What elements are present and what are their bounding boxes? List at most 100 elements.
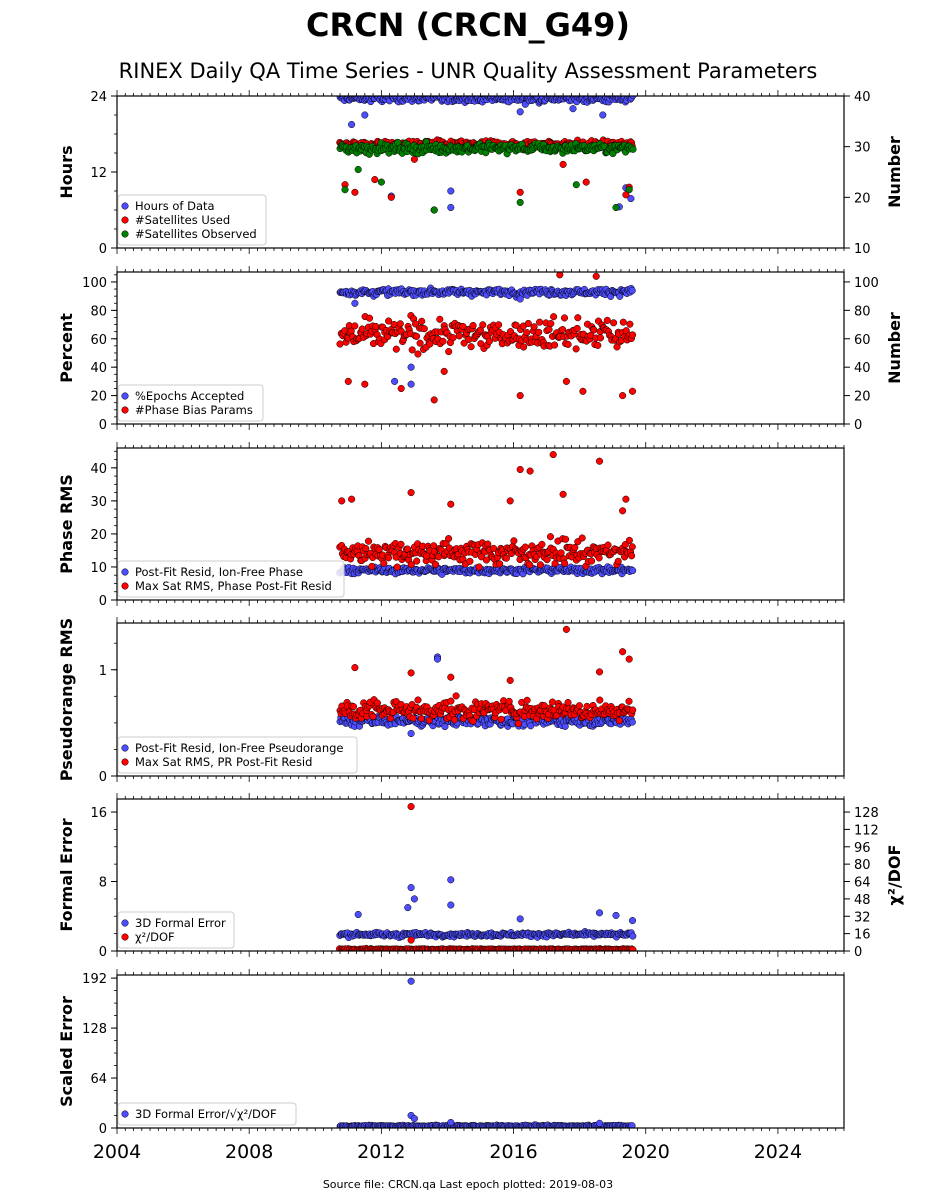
data-point-outlier [562,625,570,633]
y-tick-label: 100 [82,276,107,291]
data-point-outlier [348,495,356,503]
data-point [545,325,553,334]
data-point [466,557,474,565]
legend-marker [121,933,129,941]
data-point-outlier [628,387,637,395]
data-point [547,320,555,328]
legend-box [117,384,264,422]
y-tick-label: 0 [99,242,107,257]
series-1-points [336,876,637,942]
data-point-outlier [407,936,415,944]
panel-5: 0 8 16 0 16 32 48 64 80 96 112 128 Formal Error χ²/DO… [57,793,904,960]
data-point [546,533,555,541]
y-axis-label: Phase RMS [57,474,76,574]
data-point [408,346,416,354]
data-point-outlier [430,206,438,214]
series-1-points [336,284,636,388]
data-point [629,96,637,100]
data-point-outlier [562,377,570,385]
series-1-points [336,653,636,738]
data-point [426,340,434,348]
y-right-tick-label: 0 [854,945,862,960]
y-right-tick-label: 16 [854,928,871,943]
data-point-outlier [407,977,415,985]
data-point [521,543,529,551]
data-point-outlier [407,363,415,371]
data-point [548,698,557,706]
data-point [502,554,510,562]
data-point [572,345,580,353]
data-point-outlier [628,917,637,925]
legend-label: χ²/DOF [135,930,175,944]
data-point-outlier [377,178,385,186]
data-point [469,321,477,330]
y-right-tick-label: 128 [854,806,879,821]
data-point [436,315,444,323]
data-point [573,324,581,332]
y-tick-label: 24 [90,90,107,105]
legend-marker [121,744,129,752]
data-point-outlier [447,876,455,884]
data-point [416,339,424,347]
x-tick-label: 2016 [489,1141,537,1163]
legend-box [117,560,345,598]
data-point-outlier [582,178,590,186]
data-point-outlier [351,664,359,672]
data-point-outlier [549,451,557,459]
data-points [336,451,637,578]
data-point [560,314,569,322]
data-point [628,543,636,551]
data-points [336,977,636,1128]
data-point-outlier [407,489,415,497]
y-axis-label: Scaled Error [57,996,76,1107]
data-point-outlier [410,895,418,903]
data-points [336,272,637,404]
legend-box [117,194,267,246]
data-point [564,698,572,707]
data-point [557,549,565,557]
data-point-outlier [559,160,567,168]
data-point-outlier [627,195,635,203]
data-point [535,328,543,336]
data-point-outlier [351,188,359,196]
data-point [574,314,582,322]
data-point-outlier [516,915,524,923]
data-point-outlier [516,188,524,196]
data-point-outlier [516,295,524,303]
data-point [596,696,604,704]
data-point-outlier [622,495,630,503]
data-points [336,803,637,951]
y-tick-label: 10 [90,561,107,576]
data-point-outlier [619,507,627,515]
series-1-points [336,96,637,214]
data-point [497,715,505,723]
data-point [479,321,487,329]
x-tick-label: 2024 [754,1141,802,1163]
data-point [603,316,611,324]
y-right-tick-label: 20 [854,390,871,405]
y-tick-label: 80 [90,304,107,319]
footer-source: Source file: CRCN.qa Last epoch plotted:… [323,1178,613,1191]
data-point-outlier [619,392,627,400]
data-point [575,702,583,710]
y-axis-label: Hours [57,145,76,198]
y-right-tick-label: 80 [854,304,871,319]
data-point [449,334,457,342]
data-point-outlier [407,669,415,677]
data-point [439,337,447,345]
data-point [629,946,637,951]
y-tick-label: 128 [82,1022,107,1037]
y-tick-label: 40 [90,361,107,376]
data-point [392,345,400,353]
data-point [536,318,544,326]
legend-marker [121,202,129,210]
data-point [418,317,426,325]
data-point [629,567,637,575]
series-1-points [336,977,636,1128]
data-point [490,544,498,552]
series-2-points [336,803,637,951]
data-point-outlier [447,1118,455,1127]
y-right-tick-label: 64 [854,876,871,891]
data-point [447,697,455,705]
data-point [441,723,449,731]
